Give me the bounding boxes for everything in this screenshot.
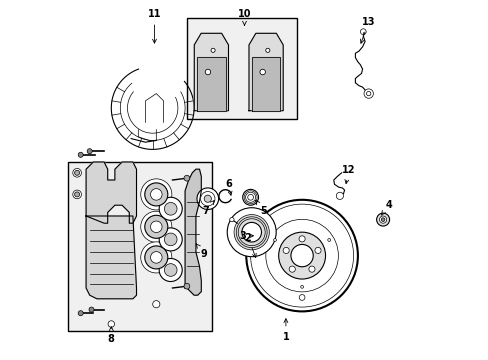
Polygon shape	[251, 57, 280, 111]
Circle shape	[144, 246, 167, 269]
Circle shape	[300, 285, 303, 288]
Circle shape	[376, 213, 389, 226]
Circle shape	[204, 195, 211, 202]
Bar	[186, 18, 296, 119]
Circle shape	[246, 200, 357, 311]
Text: 7: 7	[202, 201, 214, 216]
Circle shape	[265, 219, 338, 292]
Circle shape	[159, 197, 182, 220]
Circle shape	[288, 266, 295, 272]
Circle shape	[108, 321, 114, 327]
Circle shape	[150, 252, 162, 263]
Circle shape	[278, 232, 325, 279]
Circle shape	[363, 89, 373, 98]
Circle shape	[379, 216, 386, 223]
Circle shape	[273, 239, 276, 241]
Circle shape	[78, 152, 83, 157]
Circle shape	[144, 183, 167, 206]
Circle shape	[205, 69, 210, 75]
Circle shape	[150, 221, 162, 233]
Circle shape	[299, 294, 305, 300]
Text: 13: 13	[360, 17, 375, 43]
Circle shape	[308, 266, 314, 272]
Circle shape	[211, 48, 215, 52]
Circle shape	[250, 204, 353, 307]
Circle shape	[234, 215, 269, 250]
Polygon shape	[185, 169, 201, 295]
Text: 12: 12	[342, 165, 355, 184]
Circle shape	[327, 239, 330, 241]
Circle shape	[229, 217, 234, 222]
Circle shape	[141, 242, 171, 273]
Circle shape	[73, 168, 81, 177]
Circle shape	[141, 211, 171, 242]
Polygon shape	[194, 33, 228, 111]
Circle shape	[78, 311, 83, 316]
Text: 2: 2	[244, 233, 256, 257]
Polygon shape	[86, 216, 136, 299]
Circle shape	[200, 192, 215, 206]
Text: 3: 3	[239, 231, 253, 241]
Circle shape	[283, 247, 289, 253]
Text: 6: 6	[224, 179, 231, 195]
Circle shape	[164, 233, 177, 246]
Circle shape	[152, 301, 160, 308]
Circle shape	[260, 69, 265, 75]
Circle shape	[73, 190, 81, 199]
Text: 5: 5	[255, 201, 266, 216]
Circle shape	[150, 189, 162, 200]
Text: 1: 1	[282, 319, 289, 342]
Circle shape	[227, 208, 276, 257]
Circle shape	[159, 228, 182, 251]
Text: 4: 4	[381, 200, 391, 215]
Text: 11: 11	[147, 9, 161, 43]
Circle shape	[197, 188, 218, 210]
Circle shape	[336, 192, 343, 199]
Text: 10: 10	[237, 9, 251, 25]
Circle shape	[75, 170, 80, 175]
Bar	[68, 162, 212, 331]
Circle shape	[242, 189, 258, 205]
Circle shape	[75, 192, 80, 197]
Polygon shape	[248, 33, 283, 111]
Text: 8: 8	[108, 327, 115, 344]
Circle shape	[164, 264, 177, 276]
Circle shape	[183, 175, 189, 181]
Circle shape	[265, 48, 269, 52]
Polygon shape	[86, 162, 136, 223]
Circle shape	[87, 149, 92, 154]
Circle shape	[141, 179, 171, 210]
Polygon shape	[197, 57, 225, 111]
Circle shape	[183, 283, 189, 289]
Circle shape	[159, 258, 182, 282]
Circle shape	[144, 215, 167, 238]
Circle shape	[290, 244, 313, 267]
Circle shape	[89, 307, 94, 312]
Circle shape	[314, 247, 321, 253]
Circle shape	[366, 91, 370, 96]
Circle shape	[164, 202, 177, 215]
Circle shape	[242, 222, 261, 242]
Circle shape	[381, 218, 384, 221]
Circle shape	[299, 236, 305, 242]
Circle shape	[360, 29, 366, 35]
Text: 9: 9	[196, 244, 207, 259]
